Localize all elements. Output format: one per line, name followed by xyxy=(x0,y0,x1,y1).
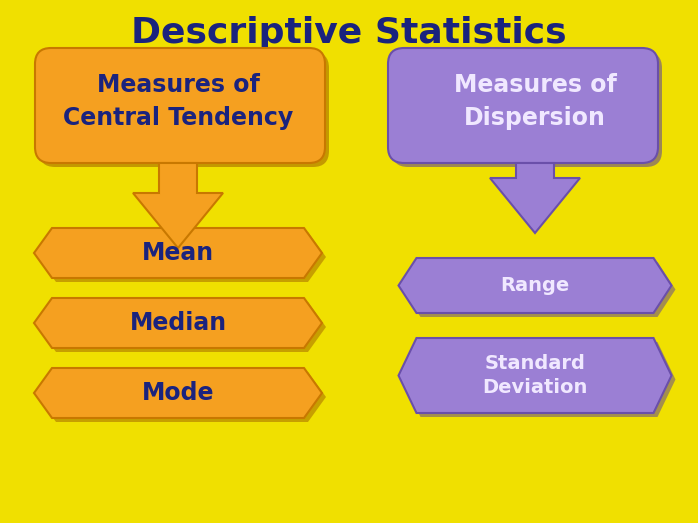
Polygon shape xyxy=(38,232,326,282)
FancyBboxPatch shape xyxy=(392,52,662,167)
Text: Median: Median xyxy=(129,311,227,335)
Polygon shape xyxy=(399,338,671,413)
Polygon shape xyxy=(403,262,676,317)
Polygon shape xyxy=(399,258,671,313)
Polygon shape xyxy=(34,228,322,278)
Polygon shape xyxy=(38,302,326,352)
Text: Mean: Mean xyxy=(142,241,214,265)
Polygon shape xyxy=(490,163,580,233)
Text: Descriptive Statistics: Descriptive Statistics xyxy=(131,16,567,50)
Polygon shape xyxy=(403,342,676,417)
FancyBboxPatch shape xyxy=(388,48,658,163)
Text: Standard
Deviation: Standard Deviation xyxy=(482,354,588,397)
Text: Mode: Mode xyxy=(142,381,214,405)
FancyBboxPatch shape xyxy=(35,48,325,163)
Text: Measures of
Central Tendency: Measures of Central Tendency xyxy=(63,73,293,130)
Polygon shape xyxy=(38,372,326,422)
Text: Range: Range xyxy=(500,276,570,295)
Polygon shape xyxy=(34,368,322,418)
Polygon shape xyxy=(34,298,322,348)
FancyBboxPatch shape xyxy=(39,52,329,167)
Text: Measures of
Dispersion: Measures of Dispersion xyxy=(454,73,616,130)
Polygon shape xyxy=(133,163,223,248)
